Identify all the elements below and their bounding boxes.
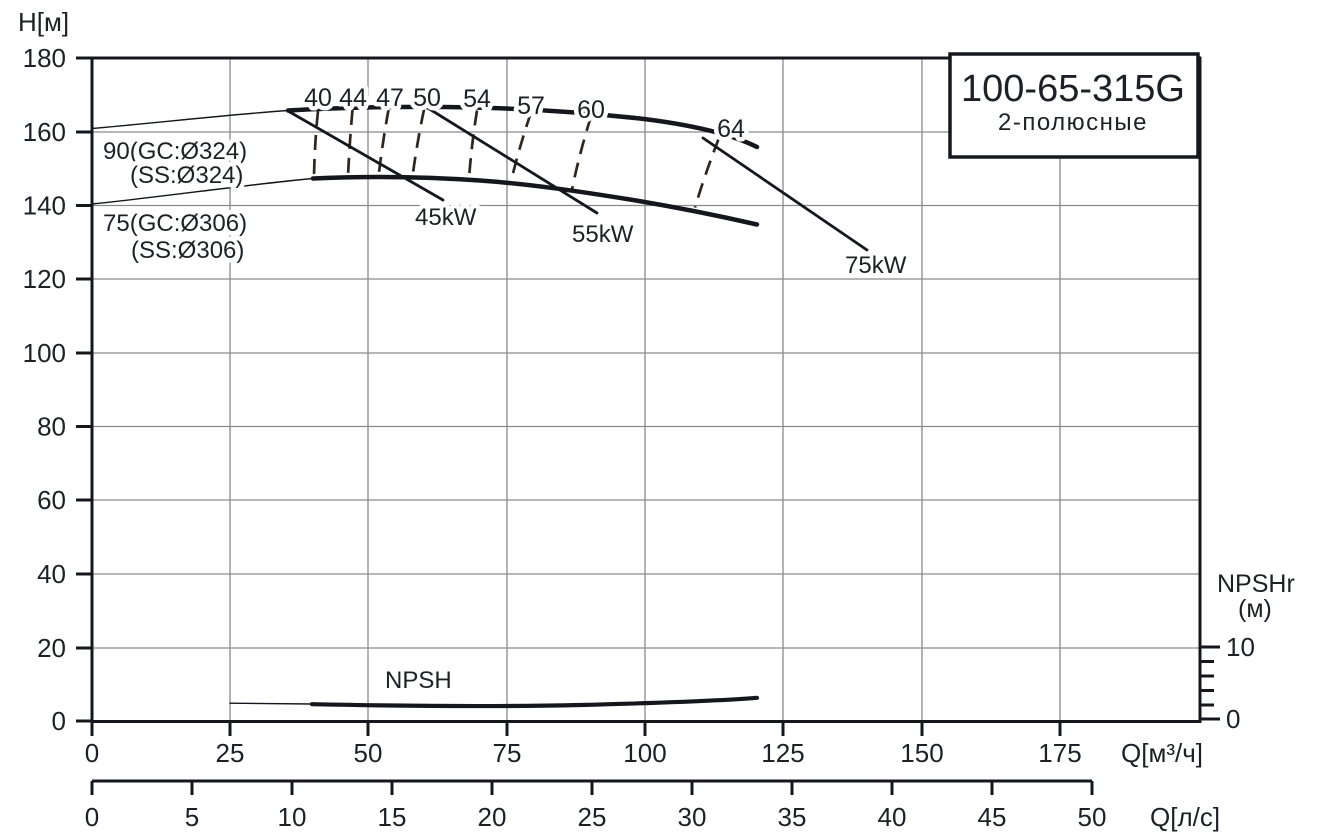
upper-pump-curve: [285, 104, 760, 150]
lower-pump-curve-thin: [91, 177, 314, 205]
pump-poles: 2-полюсные: [998, 109, 1148, 136]
x-tick-labels-m3h: 0 25 50 75 100 125 150 175: [85, 738, 1082, 768]
efficiency-label-57: 57: [517, 92, 545, 120]
efficiency-isoline-47: [377, 109, 390, 177]
ls-tick-10: 10: [278, 802, 307, 832]
efficiency-label-40: 40: [304, 84, 332, 112]
y-tick-0: 0: [52, 706, 66, 736]
y-tick-labels: 180 160 140 120 100 80 60 40 20 0: [23, 43, 66, 736]
power-label-75kw: 75kW: [845, 252, 907, 279]
efficiency-isoline-50: [411, 109, 426, 177]
efficiency-isoline-44: [346, 109, 354, 177]
x-axis-title-m3h: Q[м³/ч]: [1121, 738, 1203, 768]
upper-pump-curve-thin: [91, 109, 289, 130]
npshr-tick-10: 10: [1226, 632, 1255, 662]
y-tick-100: 100: [23, 338, 66, 368]
lower-pump-curve: [310, 174, 760, 227]
lower-curve-label-line2: (SS:Ø306): [131, 237, 244, 264]
efficiency-label-60: 60: [577, 96, 605, 124]
x-tick-25: 25: [216, 738, 245, 768]
ls-tick-25: 25: [578, 802, 607, 832]
x-tick-175: 175: [1038, 738, 1081, 768]
efficiency-label-54: 54: [463, 85, 491, 113]
x-tick-50: 50: [354, 738, 383, 768]
efficiency-isoline-60: [570, 116, 593, 190]
ls-tick-0: 0: [85, 802, 99, 832]
title-box: 100-65-315G 2-полюсные: [948, 52, 1200, 159]
npsh-curve-thin: [229, 702, 313, 705]
npshr-axis-ticks: [1199, 645, 1220, 721]
x-axis-title-ls: Q[л/с]: [1150, 802, 1220, 832]
x-tick-125: 125: [761, 738, 804, 768]
efficiency-label-64: 64: [717, 115, 745, 143]
pump-curves: [91, 104, 760, 709]
x-axis-ticks: [90, 721, 1062, 736]
lower-curve-label-line1: 75(GC:Ø306): [103, 210, 247, 237]
y-tick-140: 140: [23, 191, 66, 221]
ls-tick-40: 40: [878, 802, 907, 832]
gridlines: [93, 58, 1199, 721]
upper-curve-label-line2: (SS:Ø324): [130, 162, 243, 189]
y-tick-180: 180: [23, 43, 66, 73]
y-tick-40: 40: [37, 559, 66, 589]
x-tick-100: 100: [623, 738, 666, 768]
efficiency-isoline-64: [693, 137, 721, 208]
x-tick-150: 150: [900, 738, 943, 768]
ls-tick-20: 20: [478, 802, 507, 832]
y-tick-160: 160: [23, 117, 66, 147]
efficiency-label-47: 47: [376, 84, 404, 112]
ls-tick-35: 35: [778, 802, 807, 832]
y-tick-20: 20: [37, 633, 66, 663]
y-axis-ticks: [76, 56, 93, 723]
upper-curve-label-line1: 90(GC:Ø324): [103, 138, 247, 165]
efficiency-isoline-40: [312, 110, 320, 179]
npsh-curve: [309, 695, 760, 709]
efficiency-label-50: 50: [413, 84, 441, 112]
y-axis-title: H[м]: [18, 7, 69, 37]
ls-tick-15: 15: [378, 802, 407, 832]
y-tick-120: 120: [23, 264, 66, 294]
x-tick-0: 0: [85, 738, 99, 768]
npshr-axis-title: NPSHr: [1217, 570, 1295, 598]
title-box-frame: [948, 52, 1200, 159]
power-line-55kw: [425, 106, 599, 215]
curve-name-labels: 90(GC:Ø324) (SS:Ø324) 75(GC:Ø306) (SS:Ø3…: [99, 134, 457, 699]
npsh-curve-label: NPSH: [385, 667, 452, 694]
power-lines: [286, 106, 869, 252]
pump-model: 100-65-315G: [961, 68, 1185, 110]
ls-tick-50: 50: [1078, 802, 1107, 832]
power-line-45kw: [286, 109, 445, 202]
ls-tick-45: 45: [978, 802, 1007, 832]
power-label-55kw: 55kW: [572, 221, 634, 248]
efficiency-label-44: 44: [339, 84, 367, 112]
ls-ruler: [90, 779, 1094, 795]
power-labels: 45kW 55kW 75kW: [411, 200, 912, 284]
efficiency-isolines: [312, 109, 721, 208]
npshr-tick-0: 0: [1226, 704, 1240, 734]
power-label-45kw: 45kW: [415, 204, 477, 231]
ls-tick-30: 30: [678, 802, 707, 832]
ls-tick-5: 5: [185, 802, 199, 832]
x-tick-labels-ls: 0 5 10 15 20 25 30 35 40 45 50: [85, 802, 1107, 832]
x-tick-75: 75: [493, 738, 522, 768]
y-tick-80: 80: [37, 412, 66, 442]
npshr-axis-unit: (м): [1238, 595, 1272, 623]
power-line-75kw: [701, 136, 869, 252]
efficiency-isoline-54: [467, 110, 479, 179]
efficiency-labels: 40 44 47 50 54 57 60 64: [300, 80, 750, 148]
efficiency-isoline-57: [509, 112, 533, 182]
y-tick-60: 60: [37, 485, 66, 515]
